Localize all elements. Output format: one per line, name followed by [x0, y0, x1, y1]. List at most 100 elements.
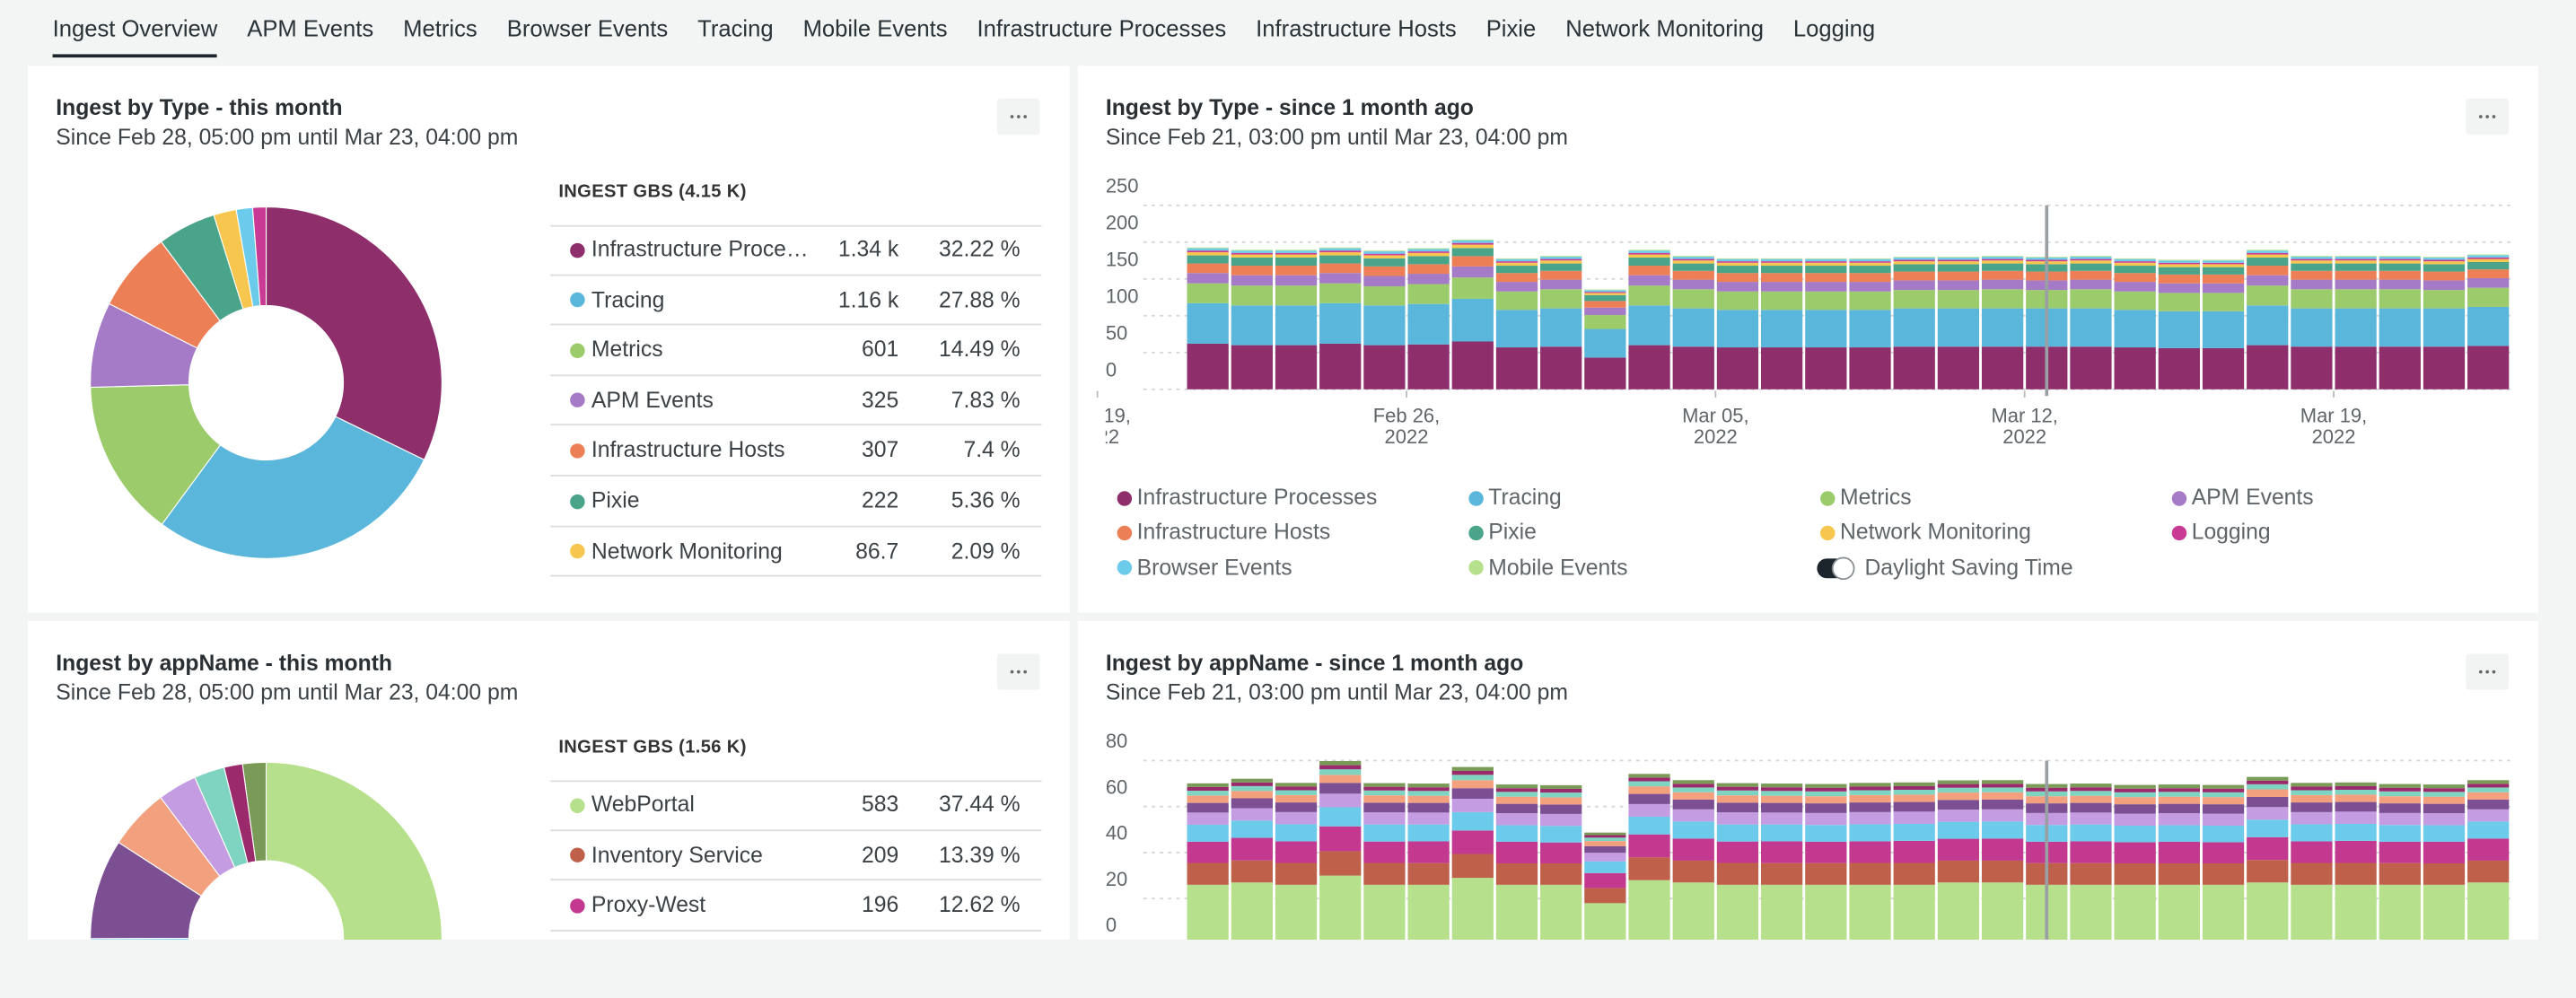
bar-segment — [1187, 783, 1229, 787]
bar-segment — [1672, 258, 1714, 261]
menu-dot — [1023, 115, 1028, 119]
legend-dot — [570, 897, 585, 914]
legend-dot — [1468, 560, 1484, 575]
bar-segment — [1451, 770, 1494, 775]
bar-segment — [2423, 788, 2466, 792]
bar-segment — [1761, 266, 1803, 274]
bar-segment — [1628, 786, 1670, 794]
bar-segment — [1187, 252, 1229, 256]
chart — [90, 206, 442, 559]
bar-segment — [2158, 813, 2200, 826]
bar-segment — [1805, 862, 1847, 885]
legend-label: Logging — [2191, 519, 2271, 545]
tab[interactable]: Metrics — [403, 14, 478, 41]
bar-segment — [1275, 802, 1318, 812]
bar-segment — [1981, 838, 2024, 861]
bar-segment — [2070, 257, 2112, 259]
tab[interactable]: Pixie — [1485, 14, 1537, 41]
y-tick-label: 60 — [1106, 775, 1127, 798]
bar-segment — [1584, 293, 1626, 295]
bar-segment — [1849, 266, 1891, 274]
bar-segment — [1584, 853, 1626, 862]
tab[interactable]: Browser Events — [506, 14, 669, 41]
bar-segment — [1937, 257, 1980, 258]
tab[interactable]: Mobile Events — [802, 14, 948, 41]
bar-segment — [2423, 862, 2466, 885]
panel-menu[interactable] — [997, 653, 1040, 690]
bar-segment — [1319, 302, 1362, 344]
bar-segment — [1805, 884, 1847, 940]
bar-segment — [1937, 271, 1980, 281]
panel-menu[interactable] — [2466, 98, 2509, 136]
panel-menu[interactable] — [997, 98, 1040, 136]
bar-segment — [1893, 261, 1935, 265]
bar-segment — [1451, 780, 1494, 789]
bar-segment — [1407, 824, 1450, 842]
row-name: Pixie — [591, 487, 640, 513]
bar-segment — [1275, 250, 1318, 253]
row-percent: 5.36 % — [951, 487, 1021, 513]
bar-segment — [1231, 860, 1273, 883]
table-row: Network Monitoring 86.7 2.09 % — [550, 527, 1042, 577]
bar-segment — [2202, 862, 2245, 885]
bar-segment — [1231, 820, 1273, 838]
bar-segment — [1893, 346, 1935, 390]
bar-segment — [2114, 273, 2156, 283]
bar-segment — [1319, 775, 1362, 784]
menu-dot — [2485, 115, 2490, 119]
bar-segment — [1849, 261, 1891, 263]
bar-segment — [1363, 255, 1406, 258]
bar-segment — [2202, 293, 2245, 311]
table-rule — [550, 780, 1042, 783]
bar-segment — [2467, 821, 2510, 839]
bar-segment — [1937, 261, 1980, 265]
bar-segment — [2158, 264, 2200, 267]
bar-segment — [1893, 290, 1935, 309]
x-tick-label: Mar 05, 2022 — [1682, 406, 1749, 448]
bar-segment — [1849, 884, 1891, 940]
bar-segment — [2335, 840, 2377, 863]
bar-segment — [1761, 261, 1803, 263]
bar-segment — [1363, 253, 1406, 256]
bar-segment — [1495, 884, 1538, 940]
bar-segment — [1363, 862, 1406, 885]
bar-segment — [1805, 282, 1847, 292]
dst-toggle[interactable] — [1817, 556, 1855, 580]
row-percent: 7.4 % — [963, 437, 1021, 463]
bar-segment — [1805, 784, 1847, 788]
bar-segment — [1275, 285, 1318, 306]
bar-segment — [1672, 260, 1714, 264]
bar-segment — [2202, 311, 2245, 348]
row-amount: 601 — [861, 337, 899, 363]
bar-segment — [2070, 289, 2112, 309]
bar-segment — [1849, 841, 1891, 863]
tab[interactable]: APM Events — [247, 14, 374, 41]
tab[interactable]: Network Monitoring — [1565, 14, 1764, 41]
tab[interactable]: Logging — [1792, 14, 1876, 41]
bar-segment — [1672, 279, 1714, 290]
bar-segment — [1937, 792, 1980, 801]
bar-segment — [1363, 250, 1406, 252]
bar-segment — [1805, 258, 1847, 262]
bar-segment — [1187, 795, 1229, 803]
tab[interactable]: Infrastructure Hosts — [1256, 14, 1457, 41]
bar-segment — [1761, 812, 1803, 825]
bar-segment — [2291, 279, 2333, 290]
bar-segment — [2202, 813, 2245, 826]
bar-segment — [2291, 841, 2333, 863]
bar-segment — [1275, 258, 1318, 267]
table-rule — [550, 224, 1042, 227]
bar-segment — [1981, 882, 2024, 940]
bar-segment — [1451, 240, 1494, 243]
bar-segment — [2423, 792, 2466, 797]
x-tick-label: Feb 26, 2022 — [1372, 406, 1441, 448]
tab[interactable]: Ingest Overview — [52, 0, 218, 58]
bar-segment — [1540, 260, 1582, 264]
panel-menu[interactable] — [2466, 653, 2509, 690]
tab[interactable]: Tracing — [697, 14, 774, 41]
bar-segment — [1495, 347, 1538, 390]
bar-segment — [1716, 291, 1759, 311]
bar-segment — [2467, 838, 2510, 861]
bar-segment — [2114, 282, 2156, 292]
tab[interactable]: Infrastructure Processes — [977, 14, 1227, 41]
